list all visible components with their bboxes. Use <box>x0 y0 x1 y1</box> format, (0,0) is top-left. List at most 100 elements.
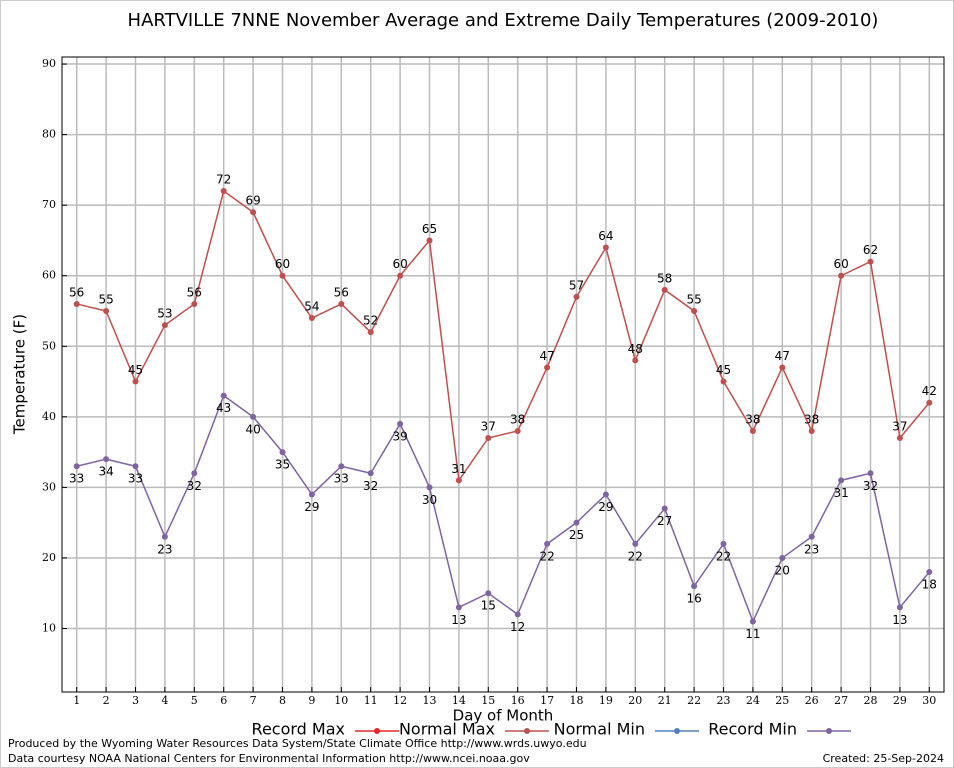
point <box>250 413 257 420</box>
legend-marker <box>374 728 380 734</box>
point <box>661 286 668 293</box>
data-label: 69 <box>245 194 260 208</box>
x-tick-label: 18 <box>570 694 584 707</box>
data-label: 48 <box>628 342 643 356</box>
point <box>720 378 727 385</box>
point <box>808 533 815 540</box>
y-axis-label: Temperature (F) <box>11 314 29 435</box>
point <box>602 491 609 498</box>
x-tick-label: 15 <box>481 694 495 707</box>
y-tick-label: 70 <box>42 198 56 211</box>
point <box>191 300 198 307</box>
x-tick-label: 13 <box>423 694 437 707</box>
data-label: 22 <box>628 549 643 563</box>
point <box>691 308 698 314</box>
legend-label: Record Max <box>252 720 345 739</box>
point <box>896 604 903 611</box>
point <box>103 456 110 463</box>
x-tick-label: 12 <box>393 694 407 707</box>
point <box>103 308 110 314</box>
point <box>749 427 756 434</box>
point <box>397 272 404 279</box>
x-axis-label: Day of Month <box>453 707 554 725</box>
point <box>397 420 404 427</box>
point <box>926 399 933 406</box>
point <box>426 237 433 244</box>
point <box>191 470 198 477</box>
data-label: 27 <box>657 514 672 528</box>
data-label: 34 <box>98 465 113 479</box>
y-tick-label: 10 <box>42 622 56 635</box>
point <box>455 604 462 611</box>
footer-text: Produced by the Wyoming Water Resources … <box>8 737 587 750</box>
x-tick-label: 4 <box>161 694 168 707</box>
data-label: 54 <box>304 300 319 314</box>
point <box>867 470 874 477</box>
data-label: 13 <box>451 613 466 627</box>
data-label: 65 <box>422 222 437 236</box>
point <box>926 569 933 576</box>
point <box>720 540 727 547</box>
chart-title: HARTVILLE 7NNE November Average and Extr… <box>128 10 879 31</box>
point <box>220 392 227 399</box>
point <box>632 540 639 547</box>
data-label: 39 <box>392 429 407 443</box>
data-label: 32 <box>363 479 378 493</box>
data-label: 45 <box>128 363 143 377</box>
data-label: 62 <box>863 243 878 257</box>
point <box>338 463 345 470</box>
point <box>573 519 580 526</box>
data-label: 53 <box>157 307 172 321</box>
point <box>308 315 315 322</box>
data-label: 15 <box>481 599 496 613</box>
data-label: 55 <box>686 293 701 307</box>
x-tick-label: 1 <box>73 694 80 707</box>
data-label: 22 <box>716 549 731 563</box>
data-label: 23 <box>804 542 819 556</box>
point <box>161 533 168 540</box>
data-label: 31 <box>833 486 848 500</box>
data-label: 37 <box>892 420 907 434</box>
data-label: 56 <box>187 285 202 299</box>
data-label: 38 <box>510 412 525 426</box>
point <box>867 258 874 265</box>
point <box>838 477 845 484</box>
point <box>426 484 433 491</box>
x-tick-label: 5 <box>191 694 198 707</box>
x-tick-label: 14 <box>452 694 466 707</box>
data-label: 45 <box>716 363 731 377</box>
point <box>279 449 286 456</box>
plot-area <box>62 57 944 692</box>
legend-marker <box>826 728 832 734</box>
data-label: 56 <box>334 285 349 299</box>
x-tick-label: 23 <box>717 694 731 707</box>
x-tick-label: 9 <box>308 694 315 707</box>
point <box>367 470 374 477</box>
data-label: 33 <box>69 472 84 486</box>
point <box>367 329 374 336</box>
data-label: 32 <box>863 479 878 493</box>
data-label: 60 <box>275 257 290 271</box>
x-tick-label: 28 <box>864 694 878 707</box>
x-tick-label: 25 <box>775 694 789 707</box>
data-label: 42 <box>922 384 937 398</box>
point <box>250 209 257 216</box>
data-label: 30 <box>422 493 437 507</box>
footer-text: Data courtesy NOAA National Centers for … <box>8 752 530 765</box>
point <box>779 364 786 371</box>
data-label: 37 <box>481 420 496 434</box>
data-label: 11 <box>745 627 760 641</box>
y-tick-label: 20 <box>42 551 56 564</box>
data-label: 20 <box>775 563 790 577</box>
x-tick-label: 19 <box>599 694 613 707</box>
x-tick-label: 26 <box>805 694 819 707</box>
point <box>485 435 492 441</box>
x-tick-label: 21 <box>658 694 672 707</box>
data-label: 38 <box>804 412 819 426</box>
data-label: 16 <box>686 592 701 606</box>
data-label: 18 <box>922 578 937 592</box>
legend-label: Normal Max <box>399 720 495 739</box>
point <box>338 300 345 307</box>
y-tick-label: 30 <box>42 480 56 493</box>
